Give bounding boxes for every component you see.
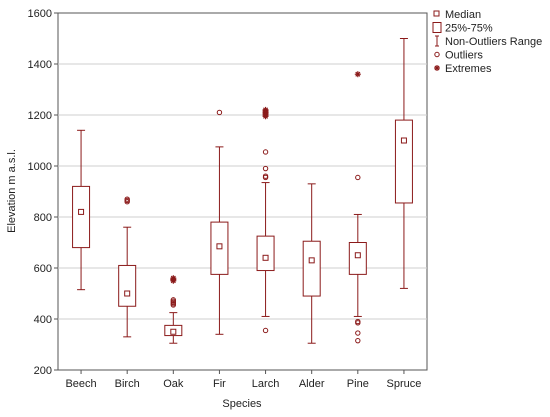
legend: Median 25%-75%Non-Outliers Range OutliersE… <box>432 9 542 75</box>
x-tick-label: Pine <box>347 378 369 390</box>
median-marker <box>354 252 361 259</box>
legend-outlier-swatch <box>434 51 440 58</box>
x-tick-label: Beech <box>65 378 96 390</box>
outlier-point <box>170 297 177 303</box>
outlier-point <box>216 109 223 116</box>
median-marker <box>400 137 407 144</box>
x-tick-label: Fir <box>213 378 226 390</box>
x-tick-label: Oak <box>163 378 184 390</box>
outlier-point <box>355 318 361 325</box>
outlier-point <box>262 165 269 172</box>
outlier-point <box>355 174 361 181</box>
legend-item-circle: Outliers <box>434 50 483 62</box>
box-larch <box>256 106 275 334</box>
plot-area <box>57 12 428 371</box>
extreme-point <box>262 106 269 113</box>
outlier-point <box>124 196 130 202</box>
legend-median-swatch <box>433 10 440 17</box>
median-marker <box>262 254 269 261</box>
iqr-box <box>256 235 275 272</box>
box-oak <box>164 275 183 344</box>
legend-item-star: Extremes <box>434 63 492 75</box>
legend-label: Extremes <box>445 63 492 75</box>
y-tick-label: 200 <box>34 365 52 377</box>
y-tick-label: 1400 <box>28 59 52 71</box>
boxes <box>72 38 413 344</box>
y-axis-ticks: 200 400 600 800 1000 1200 1400 1600 <box>28 8 58 377</box>
box-alder <box>302 183 321 344</box>
x-axis-title: Species <box>222 398 262 410</box>
extreme-point <box>170 275 177 282</box>
y-tick-label: 1600 <box>28 8 52 20</box>
median-marker <box>170 328 177 335</box>
outlier-point <box>262 327 269 334</box>
legend-box-swatch <box>432 22 442 33</box>
y-tick-label: 800 <box>34 212 52 224</box>
legend-item-small-square: Median <box>433 9 481 21</box>
median-marker <box>308 257 315 264</box>
legend-label: 25%-75% <box>445 23 493 35</box>
iqr-box <box>302 240 321 297</box>
extreme-point <box>354 71 361 78</box>
box-spruce <box>394 38 413 289</box>
y-axis-title: Elevation m a.s.l. <box>6 149 18 233</box>
legend-extreme-swatch <box>434 65 440 71</box>
x-tick-label: Spruce <box>387 378 422 390</box>
legend-label: Non-Outliers Range <box>445 36 542 48</box>
outlier-point <box>262 149 269 155</box>
outlier-point <box>355 330 361 336</box>
median-marker <box>216 243 223 250</box>
iqr-box <box>394 119 413 204</box>
median-marker <box>78 208 85 215</box>
legend-item-whisker: Non-Outliers Range <box>435 35 542 48</box>
iqr-box <box>72 185 91 249</box>
y-tick-label: 400 <box>34 314 52 326</box>
y-tick-label: 600 <box>34 263 52 275</box>
x-tick-label: Birch <box>115 378 140 390</box>
box-beech <box>72 129 91 291</box>
y-tick-label: 1000 <box>28 161 52 173</box>
legend-label: Outliers <box>445 50 483 62</box>
box-pine <box>348 71 367 344</box>
iqr-box <box>118 264 137 307</box>
legend-item-box: 25%-75% <box>432 22 493 35</box>
x-axis-ticks: Beech Birch Oak Fir Larch Alder Pine Spruce <box>65 370 421 390</box>
legend-label: Median <box>445 9 481 21</box>
x-tick-label: Larch <box>252 378 280 390</box>
outlier-point <box>262 173 269 179</box>
y-tick-label: 1200 <box>28 110 52 122</box>
iqr-box <box>348 242 367 275</box>
x-tick-label: Alder <box>299 378 325 390</box>
box-birch <box>118 196 137 338</box>
median-marker <box>124 290 131 297</box>
outlier-point <box>355 337 361 344</box>
box-fir <box>210 109 229 335</box>
